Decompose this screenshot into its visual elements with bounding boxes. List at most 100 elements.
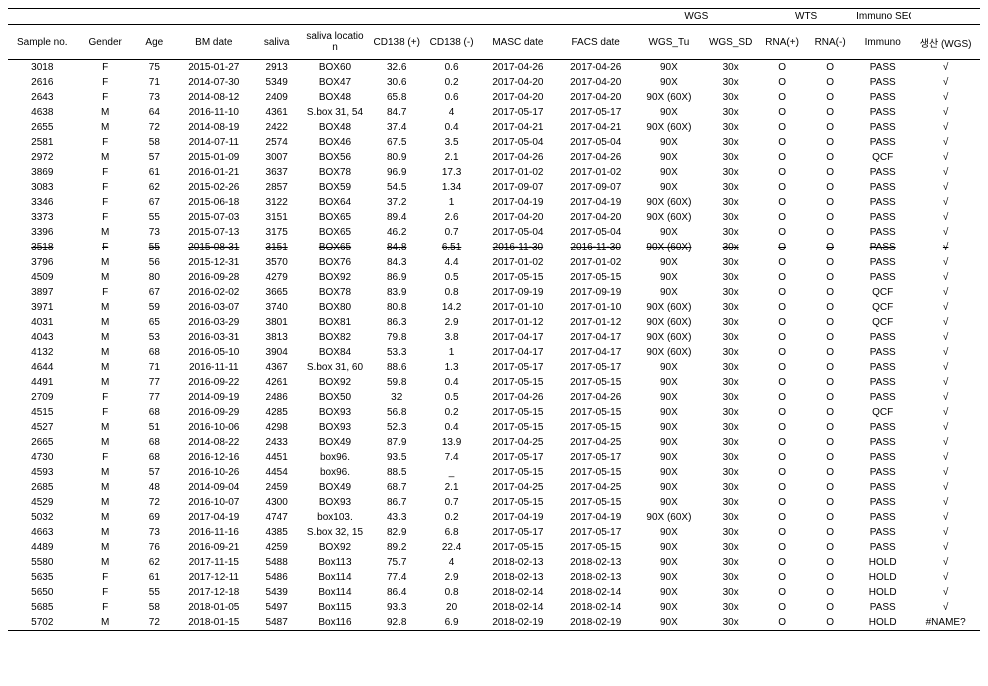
cell: 90X xyxy=(635,105,704,120)
cell: PASS xyxy=(854,240,911,255)
cell: F xyxy=(77,585,134,600)
cell: O xyxy=(758,240,806,255)
table-row: 2685M482014-09-042459BOX4968.72.12017-04… xyxy=(8,480,980,495)
table-row: 4644M712016-11-114367S.box 31, 6088.61.3… xyxy=(8,360,980,375)
table-row: 2643F732014-08-122409BOX4865.80.62017-04… xyxy=(8,90,980,105)
cell: O xyxy=(806,375,854,390)
cell: O xyxy=(806,570,854,585)
cell: 90X (60X) xyxy=(635,510,704,525)
cell: M xyxy=(77,345,134,360)
cell: 7.4 xyxy=(424,450,479,465)
cell: O xyxy=(806,300,854,315)
cell: 80 xyxy=(134,270,175,285)
table-row: 2972M572015-01-093007BOX5680.92.12017-04… xyxy=(8,150,980,165)
cell: 2017-01-02 xyxy=(479,255,557,270)
cell: 2015-06-18 xyxy=(175,195,253,210)
cell: 1 xyxy=(424,345,479,360)
cell: O xyxy=(806,390,854,405)
cell: 30x xyxy=(703,120,758,135)
cell: PASS xyxy=(854,345,911,360)
col-2: Age xyxy=(134,25,175,60)
cell: 30x xyxy=(703,360,758,375)
cell: 2014-07-30 xyxy=(175,75,253,90)
cell: 2014-08-12 xyxy=(175,90,253,105)
cell: 4515 xyxy=(8,405,77,420)
cell: 2017-09-07 xyxy=(479,180,557,195)
cell: F xyxy=(77,570,134,585)
cell: M xyxy=(77,255,134,270)
cell: 4593 xyxy=(8,465,77,480)
cell: 72 xyxy=(134,495,175,510)
cell: 2017-04-20 xyxy=(557,75,635,90)
cell: 48 xyxy=(134,480,175,495)
cell: 84.3 xyxy=(369,255,424,270)
cell: 2017-04-19 xyxy=(479,510,557,525)
cell: BOX80 xyxy=(301,300,370,315)
cell: 2017-05-17 xyxy=(557,450,635,465)
col-5: saliva location xyxy=(301,25,370,60)
cell: 4261 xyxy=(253,375,301,390)
cell: 5032 xyxy=(8,510,77,525)
cell: 30x xyxy=(703,525,758,540)
cell: O xyxy=(806,255,854,270)
group-wgs: WGS xyxy=(635,9,758,25)
cell: 72 xyxy=(134,120,175,135)
cell: F xyxy=(77,90,134,105)
cell: 2017-01-10 xyxy=(557,300,635,315)
cell: 2017-05-17 xyxy=(479,450,557,465)
cell: 2655 xyxy=(8,120,77,135)
cell: 90X xyxy=(635,555,704,570)
cell: 2017-05-15 xyxy=(557,420,635,435)
cell: BOX76 xyxy=(301,255,370,270)
cell: PASS xyxy=(854,420,911,435)
cell: O xyxy=(758,60,806,76)
table-row: 4529M722016-10-074300BOX9386.70.72017-05… xyxy=(8,495,980,510)
cell: M xyxy=(77,300,134,315)
cell: 30x xyxy=(703,510,758,525)
cell: 59 xyxy=(134,300,175,315)
cell: O xyxy=(806,615,854,631)
cell: 2017-05-15 xyxy=(557,375,635,390)
cell: 75 xyxy=(134,60,175,76)
cell: O xyxy=(758,150,806,165)
cell: 2018-02-14 xyxy=(479,600,557,615)
cell: 2015-07-13 xyxy=(175,225,253,240)
cell: 30x xyxy=(703,285,758,300)
cell: 4043 xyxy=(8,330,77,345)
cell: 2.1 xyxy=(424,480,479,495)
cell: 3083 xyxy=(8,180,77,195)
cell: 2017-12-11 xyxy=(175,570,253,585)
cell: BOX82 xyxy=(301,330,370,345)
cell: O xyxy=(758,330,806,345)
cell: 43.3 xyxy=(369,510,424,525)
cell: 5488 xyxy=(253,555,301,570)
cell: 90X xyxy=(635,450,704,465)
table-row: 4593M572016-10-264454box96.88.5_2017-05-… xyxy=(8,465,980,480)
cell: 6.9 xyxy=(424,615,479,631)
cell: Box115 xyxy=(301,600,370,615)
cell: 2017-04-20 xyxy=(557,90,635,105)
cell: 5349 xyxy=(253,75,301,90)
cell: 30x xyxy=(703,465,758,480)
cell: 90X (60X) xyxy=(635,315,704,330)
table-row: 5702M722018-01-155487Box11692.86.92018-0… xyxy=(8,615,980,631)
cell: O xyxy=(758,390,806,405)
cell: 30x xyxy=(703,585,758,600)
cell: 2017-04-26 xyxy=(479,150,557,165)
cell: O xyxy=(806,435,854,450)
cell: QCF xyxy=(854,315,911,330)
cell: 0.7 xyxy=(424,225,479,240)
cell: 3.8 xyxy=(424,330,479,345)
cell: √ xyxy=(911,375,980,390)
cell: 2016-11-11 xyxy=(175,360,253,375)
cell: 2018-02-13 xyxy=(479,555,557,570)
cell: 54.5 xyxy=(369,180,424,195)
cell: 2.9 xyxy=(424,570,479,585)
cell: √ xyxy=(911,90,980,105)
cell: 2017-04-26 xyxy=(479,60,557,76)
cell: 5650 xyxy=(8,585,77,600)
cell: 32.6 xyxy=(369,60,424,76)
cell: 2433 xyxy=(253,435,301,450)
cell: 55 xyxy=(134,210,175,225)
cell: 30x xyxy=(703,270,758,285)
